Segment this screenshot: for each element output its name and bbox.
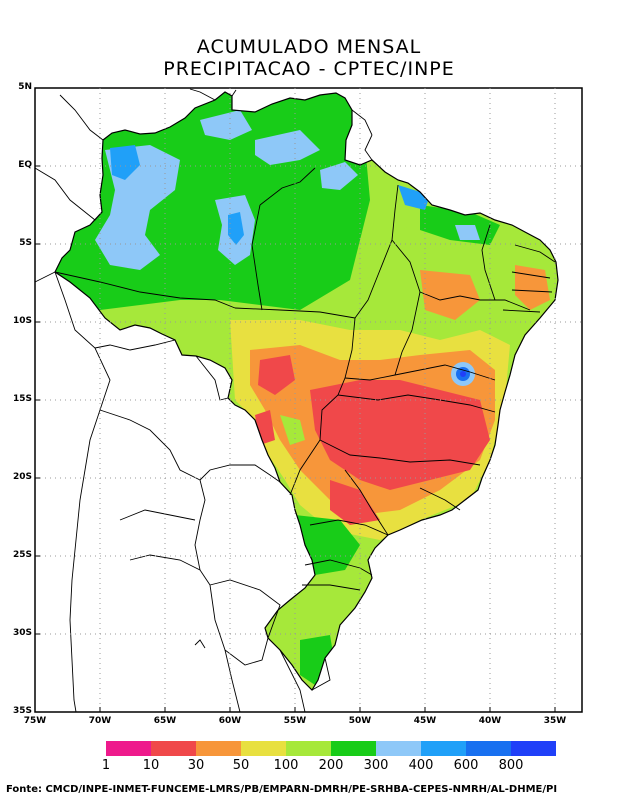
legend-swatch: [241, 741, 286, 756]
legend-label: 1: [101, 758, 111, 773]
lat-label: EQ: [18, 160, 32, 170]
legend-label: 10: [142, 758, 160, 773]
lat-label: 15S: [12, 394, 32, 404]
map-title-line1: ACUMULADO MENSAL: [196, 36, 422, 58]
legend-label: 200: [318, 758, 344, 773]
legend-label: 30: [187, 758, 205, 773]
legend-swatch: [466, 741, 511, 756]
lon-label: 60W: [218, 716, 242, 726]
lat-label: 30S: [12, 628, 32, 638]
axis-ticks: [34, 87, 556, 712]
lat-label: 25S: [12, 550, 32, 560]
lon-label: 35W: [543, 716, 567, 726]
legend-swatch: [331, 741, 376, 756]
legend-swatch: [511, 741, 556, 756]
legend-label: 300: [363, 758, 389, 773]
legend-swatch: [106, 741, 151, 756]
lon-label: 70W: [88, 716, 112, 726]
legend-swatch: [151, 741, 196, 756]
lat-label: 5S: [19, 238, 32, 248]
lon-label: 55W: [283, 716, 307, 726]
legend-label: 800: [498, 758, 524, 773]
lon-label: 45W: [413, 716, 437, 726]
legend-swatch: [286, 741, 331, 756]
map-title-line2: PRECIPITACAO - CPTEC/INPE: [163, 58, 455, 80]
state-borders: [54, 167, 556, 591]
lon-label: 75W: [23, 716, 47, 726]
lat-label: 35S: [12, 706, 32, 716]
legend-label: 400: [408, 758, 434, 773]
lon-label: 40W: [478, 716, 502, 726]
data-source-credit: Fonte: CMCD/INPE-INMET-FUNCEME-LMRS/PB/E…: [6, 784, 558, 795]
lat-lon-grid: [35, 88, 582, 712]
legend-swatch: [196, 741, 241, 756]
legend-label: 100: [273, 758, 299, 773]
legend-swatch: [421, 741, 466, 756]
country-borders: [34, 88, 373, 713]
lon-label: 50W: [348, 716, 372, 726]
legend-swatch: [376, 741, 421, 756]
legend-colorbar: [106, 741, 556, 756]
lat-label: 5N: [18, 82, 32, 92]
lon-label: 65W: [153, 716, 177, 726]
lat-label: 10S: [12, 316, 32, 326]
legend-label: 50: [232, 758, 250, 773]
legend-label: 600: [453, 758, 479, 773]
lat-label: 20S: [12, 472, 32, 482]
